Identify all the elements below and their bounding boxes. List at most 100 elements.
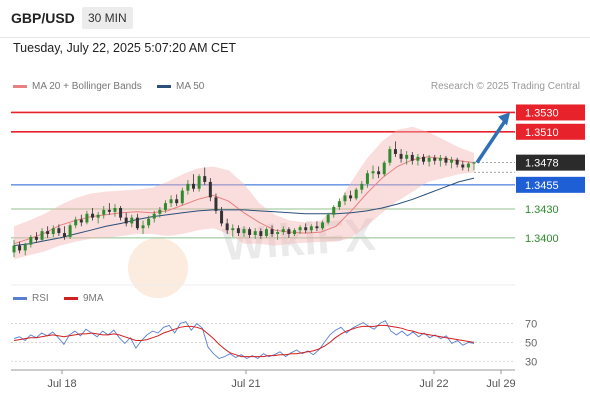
candle-body <box>236 228 240 234</box>
candle-body <box>85 213 89 223</box>
candle <box>393 141 397 157</box>
candle <box>382 160 386 177</box>
candle-body <box>135 217 139 229</box>
candle-body <box>192 183 196 189</box>
timeframe-badge[interactable]: 30 MIN <box>82 7 133 29</box>
candle-body <box>197 176 201 189</box>
legend-ma20-label: MA 20 + Bollinger Bands <box>32 81 142 92</box>
candle-body <box>410 154 414 161</box>
candle <box>102 206 106 219</box>
bollinger-band <box>14 126 474 260</box>
legend-rsi-label: RSI <box>32 293 49 304</box>
candle-body <box>113 207 117 212</box>
candle <box>107 203 111 215</box>
rsi-tick-30: 30 <box>525 356 537 368</box>
candle <box>51 225 55 237</box>
candle <box>298 225 302 235</box>
candle-body <box>51 228 55 235</box>
ma50-line <box>13 177 475 247</box>
level-label-1.3430: 1.3430 <box>525 204 559 216</box>
level-label-1.3400: 1.3400 <box>525 233 559 245</box>
candle-body <box>287 229 291 235</box>
level-lines: 1.3530 1.3510 1.3478 1.3455 1.3430 1.3400 <box>11 104 585 245</box>
candle <box>214 193 218 214</box>
candle-body <box>102 209 106 215</box>
candle-body <box>259 231 263 236</box>
candle <box>371 165 375 180</box>
candle-body <box>119 207 123 218</box>
candle <box>248 227 252 238</box>
header-bar: GBP/USD 30 MIN <box>0 0 590 38</box>
candle-body <box>438 157 442 161</box>
candle-body <box>354 189 358 199</box>
rsi-9ma-line <box>13 324 475 358</box>
candles <box>12 141 476 258</box>
candle-body <box>343 195 347 202</box>
rsi-swatch <box>13 296 27 300</box>
candle-body <box>416 156 420 161</box>
candle-body <box>169 199 173 204</box>
candle <box>309 224 313 234</box>
candle <box>57 224 61 236</box>
candle-body <box>208 181 212 198</box>
x-tick-Jul-18: Jul 18 <box>47 378 76 390</box>
legend-rsi: RSI <box>13 293 49 304</box>
candle <box>461 160 465 171</box>
candle-body <box>264 229 268 236</box>
candle-body <box>405 154 409 159</box>
rsi-tick-70: 70 <box>525 319 537 331</box>
candle <box>242 226 246 237</box>
x-tick-Jul-29: Jul 29 <box>486 378 515 390</box>
candle <box>365 170 369 188</box>
candle <box>433 154 437 165</box>
candle <box>158 207 162 218</box>
watermark-logo <box>128 238 188 298</box>
candle <box>192 174 196 192</box>
legend-ma20: MA 20 + Bollinger Bands <box>13 81 142 92</box>
candle <box>304 223 308 234</box>
legend-9ma: 9MA <box>64 293 104 304</box>
candle-body <box>96 214 100 218</box>
candle-body <box>130 217 134 224</box>
candle-body <box>450 159 454 163</box>
candle <box>163 200 167 213</box>
candle-body <box>62 233 66 237</box>
candle-body <box>455 159 459 165</box>
ma9-swatch <box>64 296 78 300</box>
candle <box>124 212 128 227</box>
candle-body <box>163 203 167 210</box>
candle-body <box>203 176 207 182</box>
candle-body <box>29 236 33 245</box>
candle-body <box>393 149 397 154</box>
candle-body <box>175 199 179 204</box>
candle <box>326 212 330 225</box>
candle <box>29 234 33 248</box>
legend-9ma-label: 9MA <box>83 293 104 304</box>
level-label-1.3530: 1.3530 <box>525 107 559 119</box>
rsi-tick-50: 50 <box>525 337 537 349</box>
candle <box>422 153 426 165</box>
candle-body <box>152 213 156 219</box>
candle <box>450 156 454 169</box>
candle <box>141 220 145 235</box>
candle <box>416 153 420 166</box>
candle <box>444 155 448 166</box>
forecast-arrow-shaft <box>475 118 508 164</box>
candle-body <box>79 219 83 223</box>
candle-body <box>231 228 235 231</box>
candle <box>152 210 156 223</box>
candle <box>466 161 470 172</box>
candle-body <box>422 156 426 162</box>
candle <box>169 195 173 208</box>
candle-body <box>186 183 190 191</box>
candle <box>399 149 403 163</box>
candle-body <box>276 232 280 235</box>
candle-body <box>147 218 151 226</box>
candle-body <box>141 225 145 229</box>
candle <box>79 214 83 227</box>
candle-body <box>57 228 61 234</box>
candle <box>253 228 257 239</box>
candle <box>175 194 179 207</box>
candle <box>113 204 117 217</box>
